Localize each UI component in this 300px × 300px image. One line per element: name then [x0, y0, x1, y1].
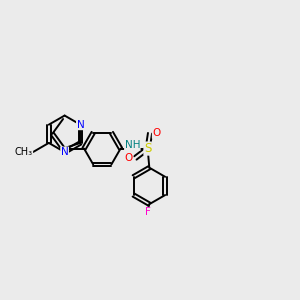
Text: CH₃: CH₃: [14, 147, 33, 157]
Text: N: N: [76, 120, 84, 130]
Text: NH: NH: [124, 140, 140, 150]
Text: F: F: [145, 207, 151, 218]
Text: N: N: [61, 147, 68, 157]
Text: O: O: [152, 128, 160, 138]
Text: O: O: [125, 153, 133, 163]
Text: S: S: [144, 142, 151, 155]
